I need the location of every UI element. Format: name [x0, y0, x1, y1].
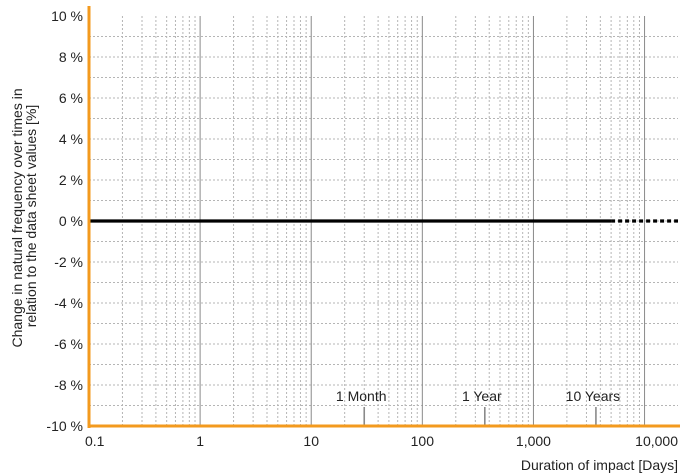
- annotations: 1 Month 1 Year 10 Years: [336, 388, 620, 426]
- x-tick-label: 0.1: [85, 433, 105, 449]
- y-tick-label: 8 %: [59, 49, 83, 65]
- annotation-label: 10 Years: [566, 388, 621, 404]
- y-tick-label: 0 %: [59, 213, 83, 229]
- x-tick-labels: 0.1 1 10 100 1,000 10,000: [85, 433, 678, 449]
- y-tick-label: 6 %: [59, 90, 83, 106]
- axes: [87, 6, 680, 428]
- x-tick-label: 10: [303, 433, 319, 449]
- y-tick-label: -6 %: [54, 336, 83, 352]
- y-tick-labels: 10 % 8 % 6 % 4 % 2 % 0 % -2 % -4 % -6 % -8 % -10 %: [46, 8, 83, 434]
- y-tick-label: 4 %: [59, 131, 83, 147]
- x-axis-title: Duration of impact [Days]: [521, 457, 678, 473]
- x-tick-label: 1: [196, 433, 204, 449]
- y-axis-title-line-1: Change in natural frequency over times i…: [9, 88, 25, 347]
- y-axis-title: Change in natural frequency over times i…: [9, 84, 39, 347]
- x-tick-label: 100: [411, 433, 435, 449]
- annotation-label: 1 Year: [462, 388, 502, 404]
- x-tick-label: 10,000: [635, 433, 678, 449]
- y-tick-label: 10 %: [51, 8, 83, 24]
- y-tick-label: 2 %: [59, 172, 83, 188]
- y-tick-label: -4 %: [54, 295, 83, 311]
- y-axis-title-line-2: relation to the data sheet values [%]: [23, 105, 39, 328]
- annotation-label: 1 Month: [336, 388, 387, 404]
- y-tick-label: -10 %: [46, 418, 83, 434]
- y-tick-label: -8 %: [54, 377, 83, 393]
- y-tick-label: -2 %: [54, 254, 83, 270]
- x-tick-label: 1,000: [516, 433, 551, 449]
